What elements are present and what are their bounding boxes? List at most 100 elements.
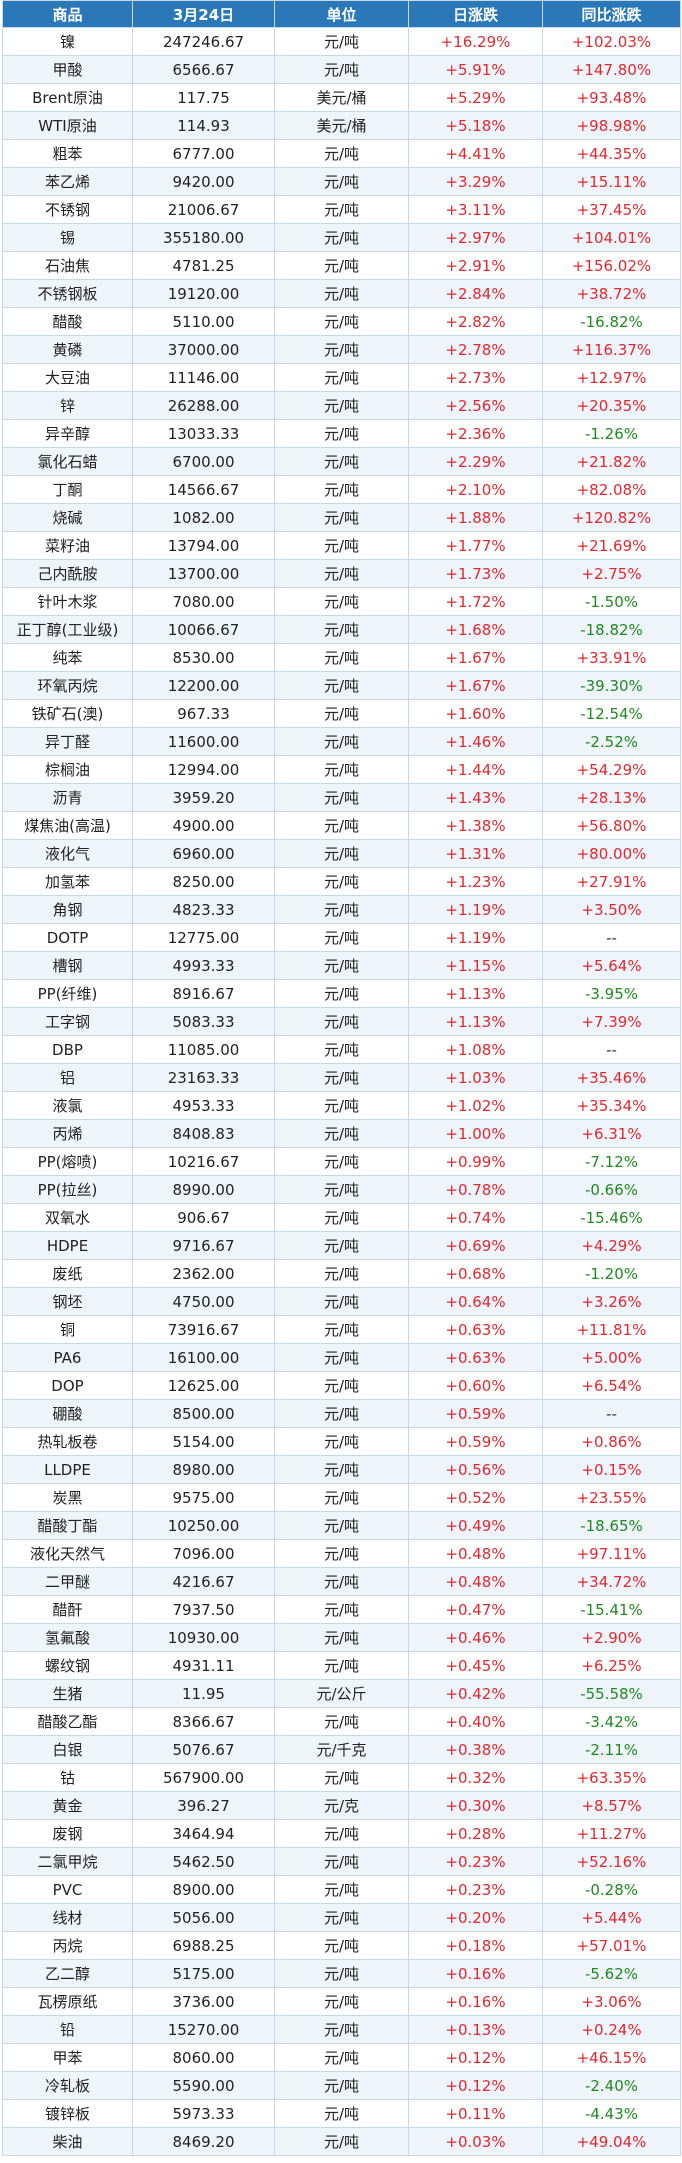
cell-yoy-change: +147.80%	[542, 55, 681, 84]
cell-price: 5110.00	[132, 307, 275, 336]
cell-commodity-name: PP(拉丝)	[2, 1175, 133, 1204]
cell-daily-change: +0.45%	[408, 1651, 543, 1680]
cell-price: 247246.67	[132, 27, 275, 56]
cell-unit: 元/吨	[274, 979, 409, 1008]
table-row: 异丁醛 11600.00 元/吨 +1.46% -2.52%	[2, 727, 681, 756]
cell-price: 19120.00	[132, 279, 275, 308]
cell-commodity-name: 柴油	[2, 2127, 133, 2156]
cell-daily-change: +0.47%	[408, 1595, 543, 1624]
cell-commodity-name: 热轧板卷	[2, 1427, 133, 1456]
cell-daily-change: +1.68%	[408, 615, 543, 644]
table-row: 废纸 2362.00 元/吨 +0.68% -1.20%	[2, 1259, 681, 1288]
cell-price: 567900.00	[132, 1763, 275, 1792]
cell-commodity-name: 氯化石蜡	[2, 447, 133, 476]
cell-price: 967.33	[132, 699, 275, 728]
cell-unit: 元/吨	[274, 671, 409, 700]
cell-commodity-name: 生猪	[2, 1679, 133, 1708]
cell-commodity-name: 丙烯	[2, 1119, 133, 1148]
cell-price: 396.27	[132, 1791, 275, 1820]
cell-unit: 元/吨	[274, 1287, 409, 1316]
cell-daily-change: +0.63%	[408, 1343, 543, 1372]
cell-daily-change: +1.77%	[408, 531, 543, 560]
cell-yoy-change: +6.31%	[542, 1119, 681, 1148]
cell-unit: 元/吨	[274, 1707, 409, 1736]
cell-unit: 元/吨	[274, 2043, 409, 2072]
cell-unit: 元/吨	[274, 1455, 409, 1484]
cell-yoy-change: +11.27%	[542, 1819, 681, 1848]
cell-yoy-change: +34.72%	[542, 1567, 681, 1596]
table-row: PVC 8900.00 元/吨 +0.23% -0.28%	[2, 1875, 681, 1904]
cell-commodity-name: 醋酐	[2, 1595, 133, 1624]
cell-daily-change: +0.23%	[408, 1875, 543, 1904]
cell-price: 906.67	[132, 1203, 275, 1232]
cell-daily-change: +1.46%	[408, 727, 543, 756]
cell-daily-change: +0.16%	[408, 1987, 543, 2016]
table-row: DBP 11085.00 元/吨 +1.08% --	[2, 1035, 681, 1064]
cell-price: 8500.00	[132, 1399, 275, 1428]
table-row: 钢坯 4750.00 元/吨 +0.64% +3.26%	[2, 1287, 681, 1316]
cell-daily-change: +1.02%	[408, 1091, 543, 1120]
cell-yoy-change: +63.35%	[542, 1763, 681, 1792]
cell-price: 3464.94	[132, 1819, 275, 1848]
cell-commodity-name: 醋酸乙酯	[2, 1707, 133, 1736]
cell-price: 8250.00	[132, 867, 275, 896]
table-row: 醋酸丁酯 10250.00 元/吨 +0.49% -18.65%	[2, 1511, 681, 1540]
table-row: 己内酰胺 13700.00 元/吨 +1.73% +2.75%	[2, 559, 681, 588]
cell-unit: 元/克	[274, 1791, 409, 1820]
cell-yoy-change: +3.06%	[542, 1987, 681, 2016]
cell-commodity-name: 线材	[2, 1903, 133, 1932]
cell-yoy-change: +37.45%	[542, 195, 681, 224]
cell-price: 1082.00	[132, 503, 275, 532]
table-row: 镀锌板 5973.33 元/吨 +0.11% -4.43%	[2, 2099, 681, 2128]
cell-commodity-name: 槽钢	[2, 951, 133, 980]
cell-yoy-change: -15.41%	[542, 1595, 681, 1624]
cell-commodity-name: 白银	[2, 1735, 133, 1764]
cell-yoy-change: +98.98%	[542, 111, 681, 140]
cell-price: 5462.50	[132, 1847, 275, 1876]
cell-commodity-name: 石油焦	[2, 251, 133, 280]
cell-yoy-change: -2.52%	[542, 727, 681, 756]
cell-commodity-name: 铝	[2, 1063, 133, 1092]
table-row: 工字钢 5083.33 元/吨 +1.13% +7.39%	[2, 1007, 681, 1036]
table-row: PP(拉丝) 8990.00 元/吨 +0.78% -0.66%	[2, 1175, 681, 1204]
table-row: 氢氟酸 10930.00 元/吨 +0.46% +2.90%	[2, 1623, 681, 1652]
cell-commodity-name: 二氯甲烷	[2, 1847, 133, 1876]
cell-unit: 元/吨	[274, 1539, 409, 1568]
cell-price: 6566.67	[132, 55, 275, 84]
cell-unit: 元/吨	[274, 783, 409, 812]
cell-yoy-change: +104.01%	[542, 223, 681, 252]
cell-unit: 元/吨	[274, 839, 409, 868]
cell-commodity-name: 炭黑	[2, 1483, 133, 1512]
cell-yoy-change: +57.01%	[542, 1931, 681, 1960]
cell-commodity-name: 异辛醇	[2, 419, 133, 448]
cell-yoy-change: +2.75%	[542, 559, 681, 588]
cell-commodity-name: 液化天然气	[2, 1539, 133, 1568]
cell-price: 12200.00	[132, 671, 275, 700]
cell-price: 12625.00	[132, 1371, 275, 1400]
table-row: 炭黑 9575.00 元/吨 +0.52% +23.55%	[2, 1483, 681, 1512]
cell-yoy-change: +52.16%	[542, 1847, 681, 1876]
cell-price: 4900.00	[132, 811, 275, 840]
cell-commodity-name: 工字钢	[2, 1007, 133, 1036]
cell-daily-change: +0.56%	[408, 1455, 543, 1484]
cell-commodity-name: PP(纤维)	[2, 979, 133, 1008]
table-row: 槽钢 4993.33 元/吨 +1.15% +5.64%	[2, 951, 681, 980]
cell-yoy-change: +0.15%	[542, 1455, 681, 1484]
cell-commodity-name: 双氧水	[2, 1203, 133, 1232]
cell-commodity-name: LLDPE	[2, 1455, 133, 1484]
cell-daily-change: +0.63%	[408, 1315, 543, 1344]
cell-daily-change: +1.43%	[408, 783, 543, 812]
cell-yoy-change: +2.90%	[542, 1623, 681, 1652]
cell-daily-change: +0.99%	[408, 1147, 543, 1176]
cell-yoy-change: +7.39%	[542, 1007, 681, 1036]
cell-unit: 元/吨	[274, 195, 409, 224]
cell-yoy-change: +0.24%	[542, 2015, 681, 2044]
cell-daily-change: +1.72%	[408, 587, 543, 616]
cell-yoy-change: -2.40%	[542, 2071, 681, 2100]
cell-yoy-change: +33.91%	[542, 643, 681, 672]
cell-commodity-name: 瓦楞原纸	[2, 1987, 133, 2016]
cell-yoy-change: --	[542, 1035, 681, 1064]
cell-yoy-change: +23.55%	[542, 1483, 681, 1512]
cell-yoy-change: +8.57%	[542, 1791, 681, 1820]
cell-daily-change: +5.91%	[408, 55, 543, 84]
